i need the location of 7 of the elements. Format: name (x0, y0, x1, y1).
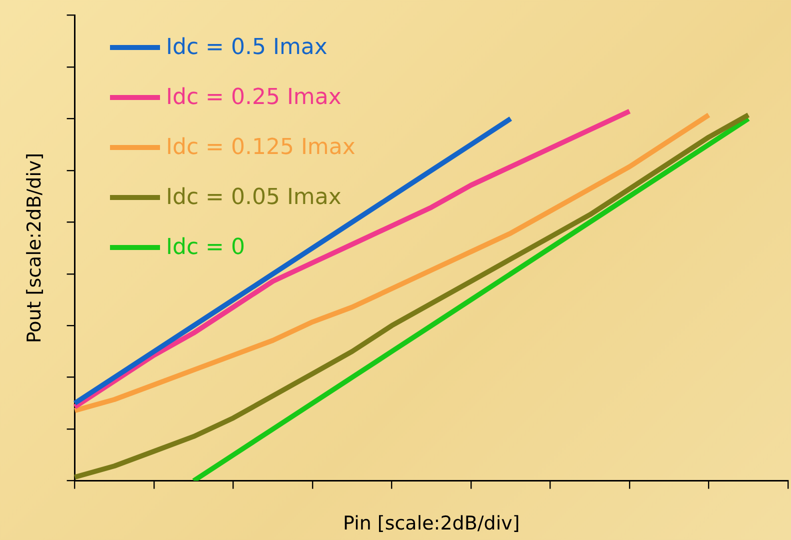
y-axis-title: Pout [scale:2dB/div] (23, 152, 46, 344)
legend-label: Idc = 0 (166, 234, 245, 260)
legend-label: Idc = 0.125 Imax (166, 134, 356, 160)
legend-label: Idc = 0.5 Imax (166, 34, 328, 60)
legend-label: Idc = 0.25 Imax (166, 84, 342, 110)
legend-label: Idc = 0.05 Imax (166, 184, 342, 210)
x-axis-title: Pin [scale:2dB/div] (343, 512, 520, 535)
